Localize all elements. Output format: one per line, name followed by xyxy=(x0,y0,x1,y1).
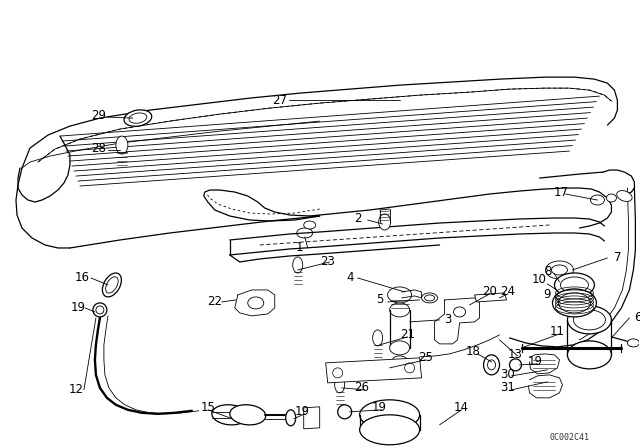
Text: 0C002C41: 0C002C41 xyxy=(550,433,589,442)
Text: 5: 5 xyxy=(376,293,383,306)
Polygon shape xyxy=(326,358,422,383)
Ellipse shape xyxy=(129,113,147,123)
Text: 29: 29 xyxy=(92,108,106,121)
Ellipse shape xyxy=(617,190,632,202)
Text: 26: 26 xyxy=(354,381,369,394)
Text: 17: 17 xyxy=(554,185,569,198)
Ellipse shape xyxy=(360,415,420,445)
Text: 21: 21 xyxy=(400,328,415,341)
Ellipse shape xyxy=(561,277,588,293)
Ellipse shape xyxy=(292,257,303,273)
Ellipse shape xyxy=(372,330,383,346)
Text: 25: 25 xyxy=(418,351,433,364)
Text: 3: 3 xyxy=(444,314,451,327)
Ellipse shape xyxy=(484,355,500,375)
Ellipse shape xyxy=(338,405,351,419)
Ellipse shape xyxy=(248,297,264,309)
Ellipse shape xyxy=(212,405,248,425)
Text: 8: 8 xyxy=(544,266,551,279)
Ellipse shape xyxy=(106,277,118,293)
Ellipse shape xyxy=(360,400,420,430)
Ellipse shape xyxy=(230,405,266,425)
Polygon shape xyxy=(304,407,320,429)
Text: 10: 10 xyxy=(532,273,547,286)
Ellipse shape xyxy=(559,293,591,313)
Ellipse shape xyxy=(392,356,406,364)
Ellipse shape xyxy=(297,228,313,238)
Ellipse shape xyxy=(424,295,435,301)
Ellipse shape xyxy=(93,303,107,317)
Ellipse shape xyxy=(568,306,611,334)
Ellipse shape xyxy=(422,293,438,303)
Ellipse shape xyxy=(335,377,345,393)
Text: 14: 14 xyxy=(454,401,469,414)
Ellipse shape xyxy=(304,221,316,229)
Text: 9: 9 xyxy=(544,289,551,302)
Text: 7: 7 xyxy=(614,251,621,264)
Text: 19: 19 xyxy=(528,355,543,368)
Polygon shape xyxy=(474,293,506,302)
Text: 18: 18 xyxy=(466,345,481,358)
Ellipse shape xyxy=(285,410,296,426)
Ellipse shape xyxy=(509,359,522,371)
Ellipse shape xyxy=(390,341,410,355)
Ellipse shape xyxy=(116,136,128,154)
Text: 19: 19 xyxy=(372,401,387,414)
Ellipse shape xyxy=(552,265,568,275)
Ellipse shape xyxy=(607,194,616,202)
Text: 24: 24 xyxy=(500,285,515,298)
Ellipse shape xyxy=(554,273,595,297)
Ellipse shape xyxy=(552,289,596,317)
Text: 19: 19 xyxy=(70,302,85,314)
Ellipse shape xyxy=(102,273,122,297)
Ellipse shape xyxy=(390,303,410,317)
Ellipse shape xyxy=(627,339,639,347)
Ellipse shape xyxy=(545,261,573,279)
Ellipse shape xyxy=(404,363,415,373)
Ellipse shape xyxy=(124,110,152,126)
Text: 13: 13 xyxy=(508,349,523,362)
Text: 31: 31 xyxy=(500,381,515,394)
Ellipse shape xyxy=(591,195,604,205)
Text: 30: 30 xyxy=(500,368,515,381)
Text: 4: 4 xyxy=(346,271,353,284)
Text: 23: 23 xyxy=(320,255,335,268)
Ellipse shape xyxy=(573,310,605,330)
Ellipse shape xyxy=(96,306,104,314)
Text: 11: 11 xyxy=(550,325,565,338)
Text: 20: 20 xyxy=(482,285,497,298)
Ellipse shape xyxy=(379,214,390,230)
Ellipse shape xyxy=(388,287,412,303)
Ellipse shape xyxy=(454,307,465,317)
Text: 28: 28 xyxy=(92,142,106,155)
Text: 15: 15 xyxy=(200,401,215,414)
Text: 16: 16 xyxy=(74,271,90,284)
Text: 1: 1 xyxy=(296,241,303,254)
Ellipse shape xyxy=(333,368,342,378)
Text: 12: 12 xyxy=(68,383,83,396)
Text: 2: 2 xyxy=(354,211,362,224)
Ellipse shape xyxy=(488,360,495,370)
Ellipse shape xyxy=(568,341,611,369)
Text: 19: 19 xyxy=(294,405,309,418)
Text: 27: 27 xyxy=(272,94,287,107)
Text: 6: 6 xyxy=(634,311,640,324)
Text: 22: 22 xyxy=(207,295,222,308)
